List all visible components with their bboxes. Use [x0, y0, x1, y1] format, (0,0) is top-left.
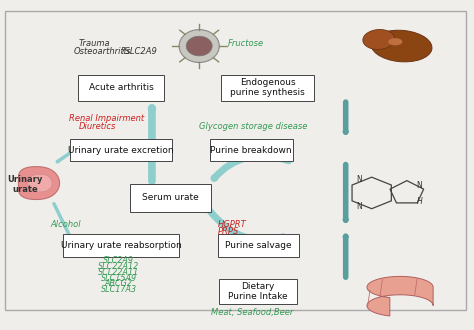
Text: N: N — [356, 202, 362, 211]
Text: Urinary urate reabsorption: Urinary urate reabsorption — [61, 241, 182, 250]
Text: Alcohol: Alcohol — [50, 220, 81, 229]
FancyBboxPatch shape — [210, 139, 293, 161]
FancyBboxPatch shape — [5, 11, 466, 310]
Ellipse shape — [363, 29, 395, 50]
Text: Purine breakdown: Purine breakdown — [210, 146, 292, 155]
Text: PRPS: PRPS — [218, 227, 239, 236]
Text: SCL22A11: SCL22A11 — [98, 268, 139, 277]
Text: Urinary
urate: Urinary urate — [8, 175, 43, 194]
Text: Purine salvage: Purine salvage — [225, 241, 292, 250]
Text: Fructose: Fructose — [228, 39, 264, 48]
FancyBboxPatch shape — [130, 184, 211, 212]
Text: ?SLC2A9: ?SLC2A9 — [121, 47, 158, 56]
Polygon shape — [27, 174, 52, 192]
Text: Dietary
Purine Intake: Dietary Purine Intake — [228, 282, 288, 301]
Text: Diuretics: Diuretics — [79, 122, 116, 131]
Text: Meat, Seafood,Beer: Meat, Seafood,Beer — [211, 308, 293, 317]
Text: HGPRT: HGPRT — [218, 220, 247, 229]
Text: Serum urate: Serum urate — [143, 193, 199, 202]
FancyBboxPatch shape — [218, 234, 299, 257]
Text: N: N — [356, 175, 362, 184]
FancyBboxPatch shape — [219, 279, 298, 304]
Text: ABCG2: ABCG2 — [105, 280, 133, 288]
Ellipse shape — [179, 30, 219, 62]
Text: Urinary urate excretion: Urinary urate excretion — [68, 146, 174, 155]
Polygon shape — [367, 277, 433, 316]
Text: Glycogen storage disease: Glycogen storage disease — [199, 122, 308, 131]
FancyBboxPatch shape — [63, 234, 179, 257]
Text: SLC15A9: SLC15A9 — [101, 274, 137, 282]
Text: SLC17A3: SLC17A3 — [101, 285, 137, 294]
Ellipse shape — [388, 38, 402, 46]
Text: N: N — [416, 181, 422, 190]
Polygon shape — [18, 167, 60, 200]
FancyBboxPatch shape — [78, 75, 164, 101]
Ellipse shape — [371, 30, 432, 62]
Ellipse shape — [186, 36, 212, 56]
Text: Acute arthritis: Acute arthritis — [89, 83, 154, 92]
Text: H: H — [416, 197, 422, 206]
Text: Osteoarthritis: Osteoarthritis — [74, 47, 131, 56]
Text: SLC2A9: SLC2A9 — [103, 256, 134, 265]
FancyBboxPatch shape — [221, 75, 314, 101]
Text: Trauma: Trauma — [79, 39, 110, 48]
Text: SLC22A12: SLC22A12 — [98, 262, 139, 271]
Text: Endogenous
purine synthesis: Endogenous purine synthesis — [230, 78, 305, 97]
FancyBboxPatch shape — [70, 139, 172, 161]
Text: Renal Impairment: Renal Impairment — [69, 115, 145, 123]
